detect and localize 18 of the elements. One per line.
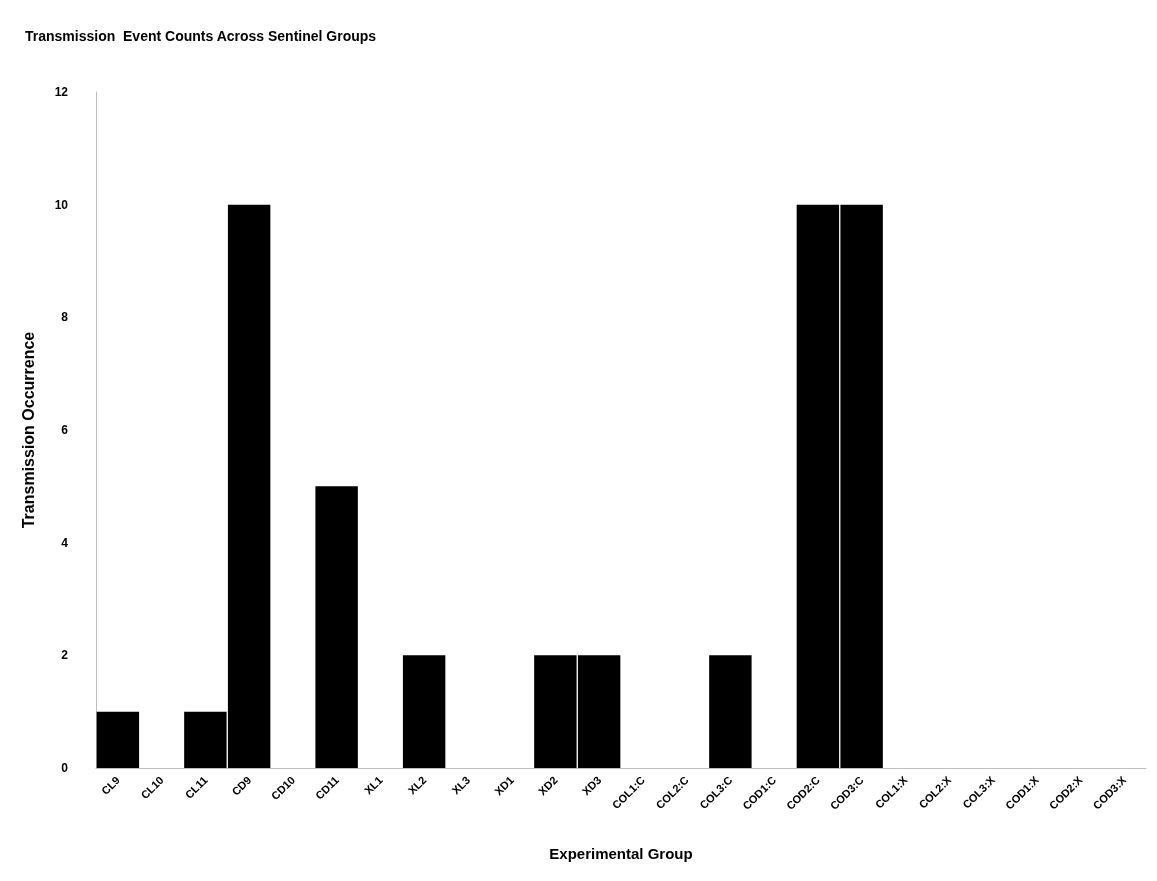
y-tick-label: 12 [54,85,69,99]
bar [96,711,140,768]
y-tick-label: 8 [61,310,69,325]
y-tick-label: 6 [61,423,69,437]
x-axis-title: Experimental Group [549,845,693,862]
bar [402,655,446,768]
chart-title: Transmission Event Counts Across Sentinel Groups [25,28,377,44]
bar [315,486,358,768]
y-tick-label: 4 [61,535,69,550]
x-tick-label: CD9 [229,773,254,798]
y-tick-label: 10 [54,197,69,212]
y-tick-label: 0 [61,761,69,775]
bar [709,655,752,768]
y-tick-label: 2 [61,648,69,663]
x-tick-label: XL3 [449,773,473,797]
x-tick-label: CL9 [98,773,123,797]
y-axis-title: Transmission Occurrence [19,331,37,529]
x-tick-label: XL1 [361,773,385,797]
